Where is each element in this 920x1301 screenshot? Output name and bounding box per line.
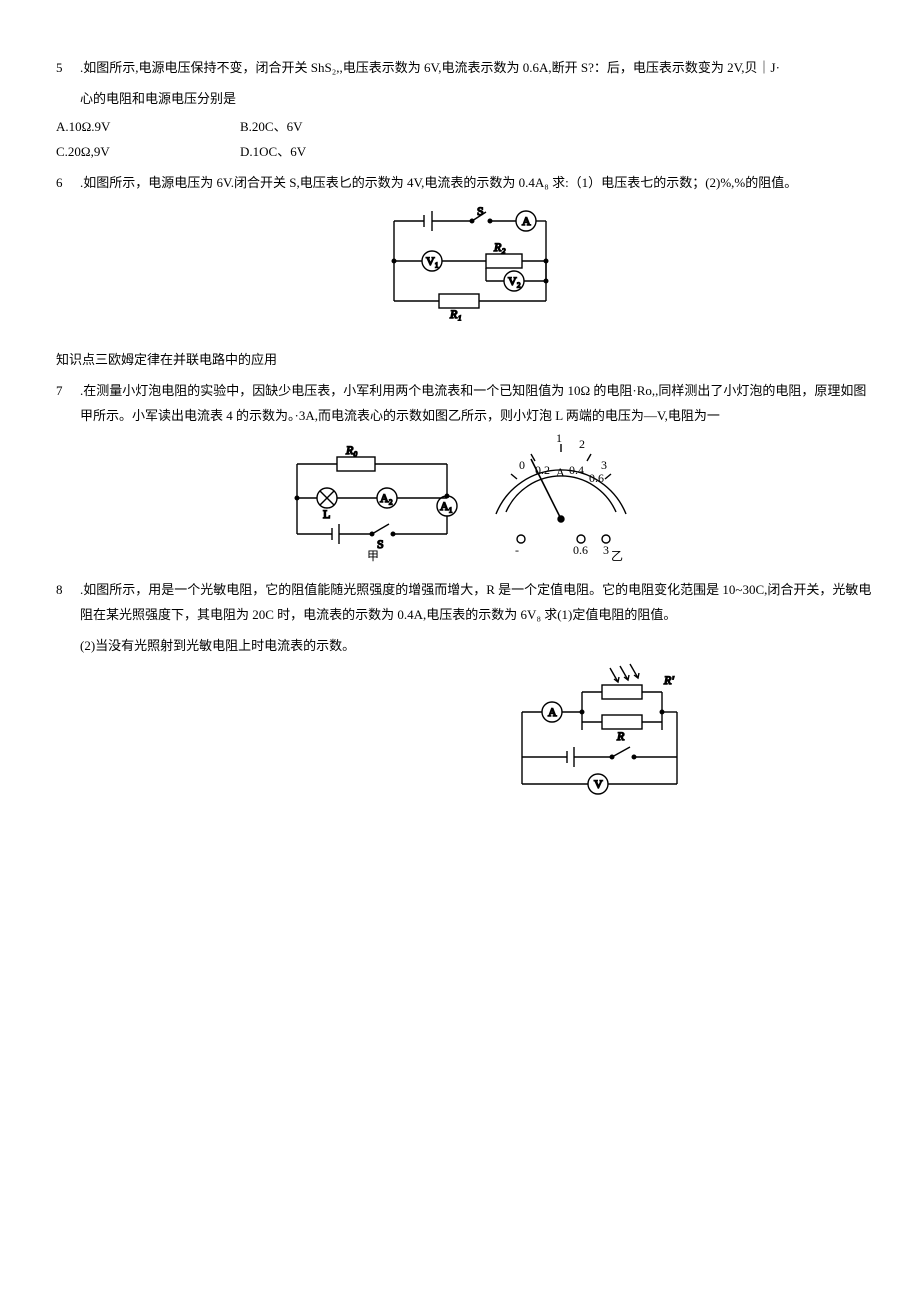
question-text: .如图所示，用是一个光敏电阻，它的阻值能随光照强度的增强而增大，R 是一个定值电…	[80, 582, 871, 622]
svg-text:A₁: A₁	[440, 499, 453, 513]
section-3-title: 知识点三欧姆定律在并联电路中的应用	[56, 348, 872, 373]
question-text: .如图所示，电源电压为 6V.闭合开关 S,电压表匕的示数为 4V,电流表的示数…	[80, 175, 797, 190]
svg-text:0.6: 0.6	[589, 471, 604, 485]
question-8: 8 .如图所示，用是一个光敏电阻，它的阻值能随光照强度的增强而增大，R 是一个定…	[56, 578, 872, 627]
question-number: 6	[56, 171, 63, 196]
svg-text:L: L	[323, 507, 330, 521]
option-d: D.1OC、6V	[240, 140, 306, 165]
svg-text:0.6: 0.6	[573, 543, 588, 557]
svg-text:3: 3	[603, 543, 609, 557]
question-6: 6 .如图所示，电源电压为 6V.闭合开关 S,电压表匕的示数为 4V,电流表的…	[56, 171, 872, 196]
svg-text:0: 0	[519, 458, 525, 472]
svg-text:A: A	[556, 465, 565, 479]
svg-text:-: -	[515, 543, 519, 557]
svg-text:1: 1	[556, 434, 562, 445]
question-number: 8	[56, 578, 63, 603]
question-8-line2: (2)当没有光照射到光敏电阻上时电流表的示数。	[56, 634, 872, 659]
svg-text:甲: 甲	[367, 549, 379, 563]
svg-text:A₂: A₂	[380, 491, 393, 505]
svg-text:A: A	[522, 214, 531, 228]
question-text: .在测量小灯泡电阻的实验中，因缺少电压表，小军利用两个电流表和一个已知阻值为 1…	[80, 383, 866, 423]
svg-text:R': R'	[663, 673, 674, 687]
svg-text:3: 3	[601, 458, 607, 472]
svg-text:0.2: 0.2	[535, 463, 550, 477]
question-5-line2: 心的电阻和电源电压分别是	[56, 87, 872, 112]
svg-text:2: 2	[579, 437, 585, 451]
question-5: 5 .如图所示,电源电压保持不变，闭合开关 ShS₂,,电压表示数为 6V,电流…	[56, 56, 872, 81]
svg-text:0.4: 0.4	[569, 463, 584, 477]
svg-text:V₂: V₂	[508, 274, 521, 288]
question-5-options: A.10Ω.9V B.20C、6V C.20Ω,9V D.1OC、6V	[56, 115, 872, 164]
svg-text:R₁: R₁	[449, 307, 462, 321]
option-c: C.20Ω,9V	[56, 140, 240, 165]
figure-q8: A R' R	[56, 662, 872, 811]
svg-text:R₀: R₀	[345, 443, 358, 457]
svg-text:V: V	[594, 777, 603, 791]
question-number: 7	[56, 379, 63, 404]
question-number: 5	[56, 56, 63, 81]
svg-text:A: A	[548, 705, 557, 719]
option-a: A.10Ω.9V	[56, 115, 240, 140]
svg-text:V₁: V₁	[426, 254, 439, 268]
figure-q7: R₀ A₁ S L A₂	[56, 434, 872, 564]
svg-text:S: S	[477, 204, 484, 218]
svg-text:R: R	[616, 729, 625, 743]
option-b: B.20C、6V	[240, 115, 302, 140]
svg-text:R₂: R₂	[493, 240, 506, 254]
question-text: .如图所示,电源电压保持不变，闭合开关 ShS₂,,电压表示数为 6V,电流表示…	[80, 60, 780, 75]
question-7: 7 .在测量小灯泡电阻的实验中，因缺少电压表，小军利用两个电流表和一个已知阻值为…	[56, 379, 872, 428]
figure-q6: S A R₁ V₁ R₂ V₂	[56, 201, 872, 330]
svg-text:乙: 乙	[611, 549, 623, 563]
